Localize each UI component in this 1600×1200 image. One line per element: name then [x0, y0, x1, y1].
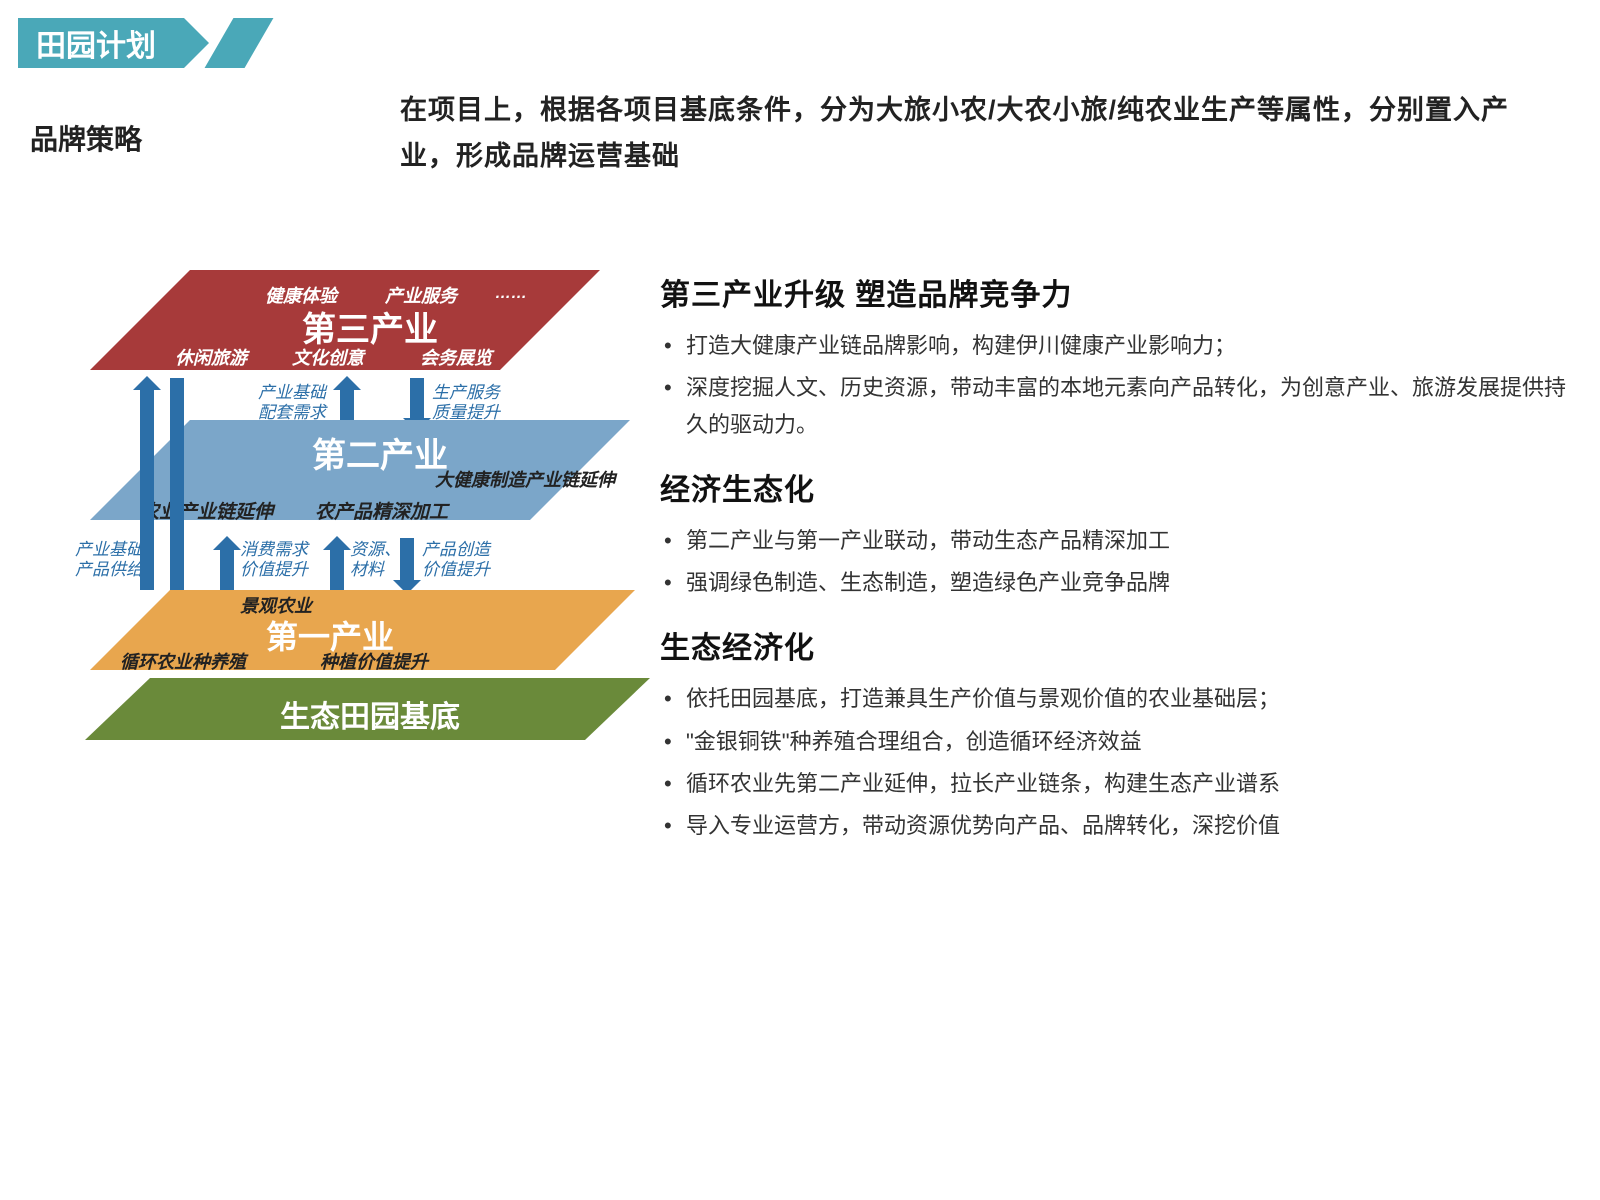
layer0-title: 生态田园基底 — [200, 692, 540, 736]
intro-paragraph: 在项目上，根据各项目基底条件，分为大旅小农/大农小旅/纯农业生产等属性，分别置入… — [400, 88, 1560, 180]
list-item: 深度挖掘人文、历史资源，带动丰富的本地元素向产品转化，为创意产业、旅游发展提供持… — [660, 370, 1570, 443]
header-badge: 田园计划 — [18, 18, 184, 68]
layer1-bottom-left: 循环农业种养殖 — [120, 648, 246, 674]
layer2-bottom-left: 农业产业链延伸 — [140, 497, 273, 524]
section1-heading: 第三产业升级 塑造品牌竞争力 — [660, 270, 1570, 314]
section2-heading: 经济生态化 — [660, 465, 1570, 509]
list-item: 打造大健康产业链品牌影响，构建伊川健康产业影响力； — [660, 328, 1570, 364]
layer3-top-label-1: 产业服务 — [385, 282, 457, 308]
list-item: 依托田园基底，打造兼具生产价值与景观价值的农业基础层； — [660, 681, 1570, 717]
arrow-3to2-down — [410, 378, 424, 418]
layer2-bottom-mid: 农产品精深加工 — [315, 497, 448, 524]
list-item: 第二产业与第一产业联动，带动生态产品精深加工 — [660, 523, 1570, 559]
label-between-3-2-left: 产业基础 配套需求 — [258, 383, 326, 424]
arrow-1to2-b — [330, 550, 344, 592]
header-bar: 田园计划 — [18, 18, 259, 68]
list-item: 循环农业先第二产业延伸，拉长产业链条，构建生态产业谱系 — [660, 766, 1570, 802]
layer3-top-label-2: …… — [495, 285, 527, 303]
list-item: "金银铜铁"种养殖合理组合，创造循环经济效益 — [660, 724, 1570, 760]
layer2-right-label: 大健康制造产业链延伸 — [435, 466, 615, 492]
header-slash-decor — [205, 18, 274, 68]
layer3-top-label-0: 健康体验 — [265, 282, 337, 308]
layer3-bottom-label-0: 休闲旅游 — [175, 344, 247, 370]
list-item: 导入专业运营方，带动资源优势向产品、品牌转化，深挖价值 — [660, 808, 1570, 844]
right-text-column: 第三产业升级 塑造品牌竞争力 打造大健康产业链品牌影响，构建伊川健康产业影响力；… — [660, 260, 1570, 867]
layer1-bottom-right: 种植价值提升 — [320, 648, 428, 674]
label-b21-2: 消费需求 价值提升 — [240, 540, 308, 581]
section1-list: 打造大健康产业链品牌影响，构建伊川健康产业影响力； 深度挖掘人文、历史资源，带动… — [660, 328, 1570, 443]
label-b21-4: 产品创造 价值提升 — [422, 540, 490, 581]
label-b21-3: 资源、 材料 — [350, 540, 401, 581]
layer3-bottom-label-2: 会务展览 — [420, 344, 492, 370]
section3-heading: 生态经济化 — [660, 623, 1570, 667]
section3-list: 依托田园基底，打造兼具生产价值与景观价值的农业基础层； "金银铜铁"种养殖合理组… — [660, 681, 1570, 844]
layer3-bottom-label-1: 文化创意 — [292, 344, 364, 370]
label-b21-1: 产业基础 产品供给 — [75, 540, 143, 581]
big-arrow-up — [140, 390, 154, 590]
page-subtitle: 品牌策略 — [30, 118, 142, 158]
list-item: 强调绿色制造、生态制造，塑造绿色产业竞争品牌 — [660, 565, 1570, 601]
section2-list: 第二产业与第一产业联动，带动生态产品精深加工 强调绿色制造、生态制造，塑造绿色产… — [660, 523, 1570, 602]
label-between-3-2-right: 生产服务 质量提升 — [432, 383, 500, 424]
industry-layers-diagram: 第三产业 健康体验 产业服务 …… 休闲旅游 文化创意 会务展览 产业基础 配套… — [40, 250, 640, 810]
arrow-2to1-down — [400, 538, 414, 580]
arrow-1to2-a — [220, 550, 234, 592]
